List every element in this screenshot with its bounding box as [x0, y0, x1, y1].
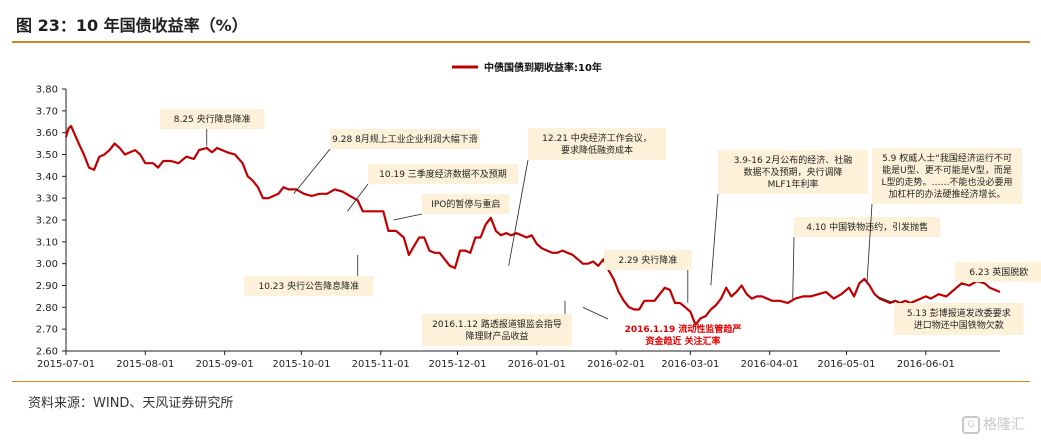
annotation-text: 2016.1.19 流动性监管趋严: [625, 323, 742, 335]
watermark: G 格隆汇: [962, 414, 1025, 434]
y-tick-label: 2.70: [36, 325, 58, 336]
annotation-connector: [710, 193, 719, 286]
watermark-logo-icon: G: [962, 416, 980, 434]
x-tick-label: 2016-03-01: [661, 359, 719, 370]
annotation-box: [244, 276, 374, 296]
y-tick-label: 3.80: [36, 85, 58, 96]
annotation-box: [160, 109, 265, 129]
annotation-box: [718, 150, 868, 194]
yield-series-line: [64, 125, 1001, 326]
y-tick-label: 3.10: [36, 237, 58, 248]
annotation-text: 5.9 权威人士“我国经济运行不可: [882, 152, 1012, 164]
legend-label: 中债国债到期收益率:10年: [484, 61, 602, 74]
x-tick-label: 2015-09-01: [196, 359, 254, 370]
x-tick-label: 2016-05-01: [817, 359, 875, 370]
annotation-box: [330, 129, 480, 149]
x-tick-label: 2015-12-01: [428, 359, 486, 370]
annotation-connector: [866, 203, 873, 284]
y-tick-label: 3.60: [36, 128, 58, 139]
annotation-text: 2016.1.12 路透报道银监会指导: [432, 318, 562, 330]
x-tick-label: 2016-02-01: [587, 359, 645, 370]
y-tick-label: 2.80: [36, 303, 58, 314]
x-tick-label: 2015-07-01: [37, 359, 95, 370]
annotation-text: 2.29 央行降准: [618, 254, 677, 266]
y-tick-label: 3.30: [36, 194, 58, 205]
yield-line-chart: 2.60 2.70 2.80 2.90 3.00 3.10 3.20 3.30 3.40 3.50…: [36, 61, 1041, 370]
annotation-connector: [347, 183, 369, 212]
x-tick-label: 2016-01-01: [508, 359, 566, 370]
x-tick-label: 2015-11-01: [352, 359, 410, 370]
y-tick-label: 3.70: [36, 106, 58, 117]
annotation-connector: [293, 148, 331, 195]
annotation-text: 加杠杆的办法硬推经济增长。: [888, 188, 1005, 200]
annotation-text: 要求降低融资成本: [561, 144, 633, 156]
figure-title: 图 23：10 年国债收益率（%）: [16, 16, 248, 35]
annotation-text: MLF1年利率: [768, 178, 819, 190]
annotation-text: L型的走势。……不能也没必要用: [881, 176, 1012, 188]
annotation-box: [604, 250, 692, 270]
source-divider: [12, 381, 1030, 382]
annotation-box: [955, 262, 1041, 282]
annotation-text: 10.19 三季度经济数据不及预期: [379, 168, 507, 180]
x-tick-label: 2016-04-01: [741, 359, 799, 370]
y-tick-label: 2.90: [36, 281, 58, 292]
annotation-connector: [877, 296, 895, 304]
annotation-text: 12.21 中央经济工作会议，: [542, 132, 652, 144]
annotation-box: [894, 303, 1024, 335]
annotation-text: 进口物还中国铁物欠款: [914, 319, 1004, 331]
annotation-text: 10.23 央行公告降息降准: [258, 280, 359, 292]
annotation-box: [368, 164, 518, 184]
annotation-connector: [393, 213, 423, 221]
annotation-text: 4.10 中国铁物违约，引发抛售: [806, 221, 928, 233]
x-tick-label: 2015-10-01: [272, 359, 330, 370]
annotation-box: [422, 194, 510, 214]
annotation-box: [872, 148, 1022, 204]
y-tick-label: 3.00: [36, 259, 58, 270]
annotation-text: 6.23 英国脱欧: [969, 266, 1028, 278]
y-tick-label: 2.60: [36, 347, 58, 358]
annotation-box: [794, 217, 941, 237]
annotation-text: 能是U型、更不可能是V型，而是: [882, 164, 1012, 176]
y-tick-label: 3.20: [36, 216, 58, 227]
annotation-box: [528, 128, 666, 160]
title-divider: [12, 41, 1030, 43]
annotation-text: 3.9-16 2月公布的经济、社融: [734, 154, 853, 166]
annotation-connector: [792, 236, 795, 299]
annotation-text: 数据不及预期，央行调降: [743, 166, 842, 178]
annotation-text: IPO的暂停与重启: [431, 198, 500, 210]
annotation-connector: [508, 159, 529, 266]
annotation-connector: [582, 306, 609, 320]
annotation-box: [422, 314, 572, 346]
x-tick-label: 2016-06-01: [897, 359, 955, 370]
y-tick-label: 3.40: [36, 172, 58, 183]
y-tick-label: 3.50: [36, 150, 58, 161]
annotation-text: 降理财产品收益: [465, 330, 528, 342]
annotation-text: 资金趋近 关注汇率: [645, 335, 720, 347]
annotation-text: 5.13 彭博报道发改委要求: [907, 307, 1011, 319]
annotation-text: 9.28 8月规上工业企业利润大幅下滑: [332, 133, 478, 145]
x-tick-label: 2015-08-01: [116, 359, 174, 370]
source-note: 资料来源：WIND、天风证券研究所: [28, 396, 234, 411]
annotation-text: 8.25 央行降息降准: [174, 113, 251, 125]
watermark-text: 格隆汇: [983, 417, 1025, 433]
